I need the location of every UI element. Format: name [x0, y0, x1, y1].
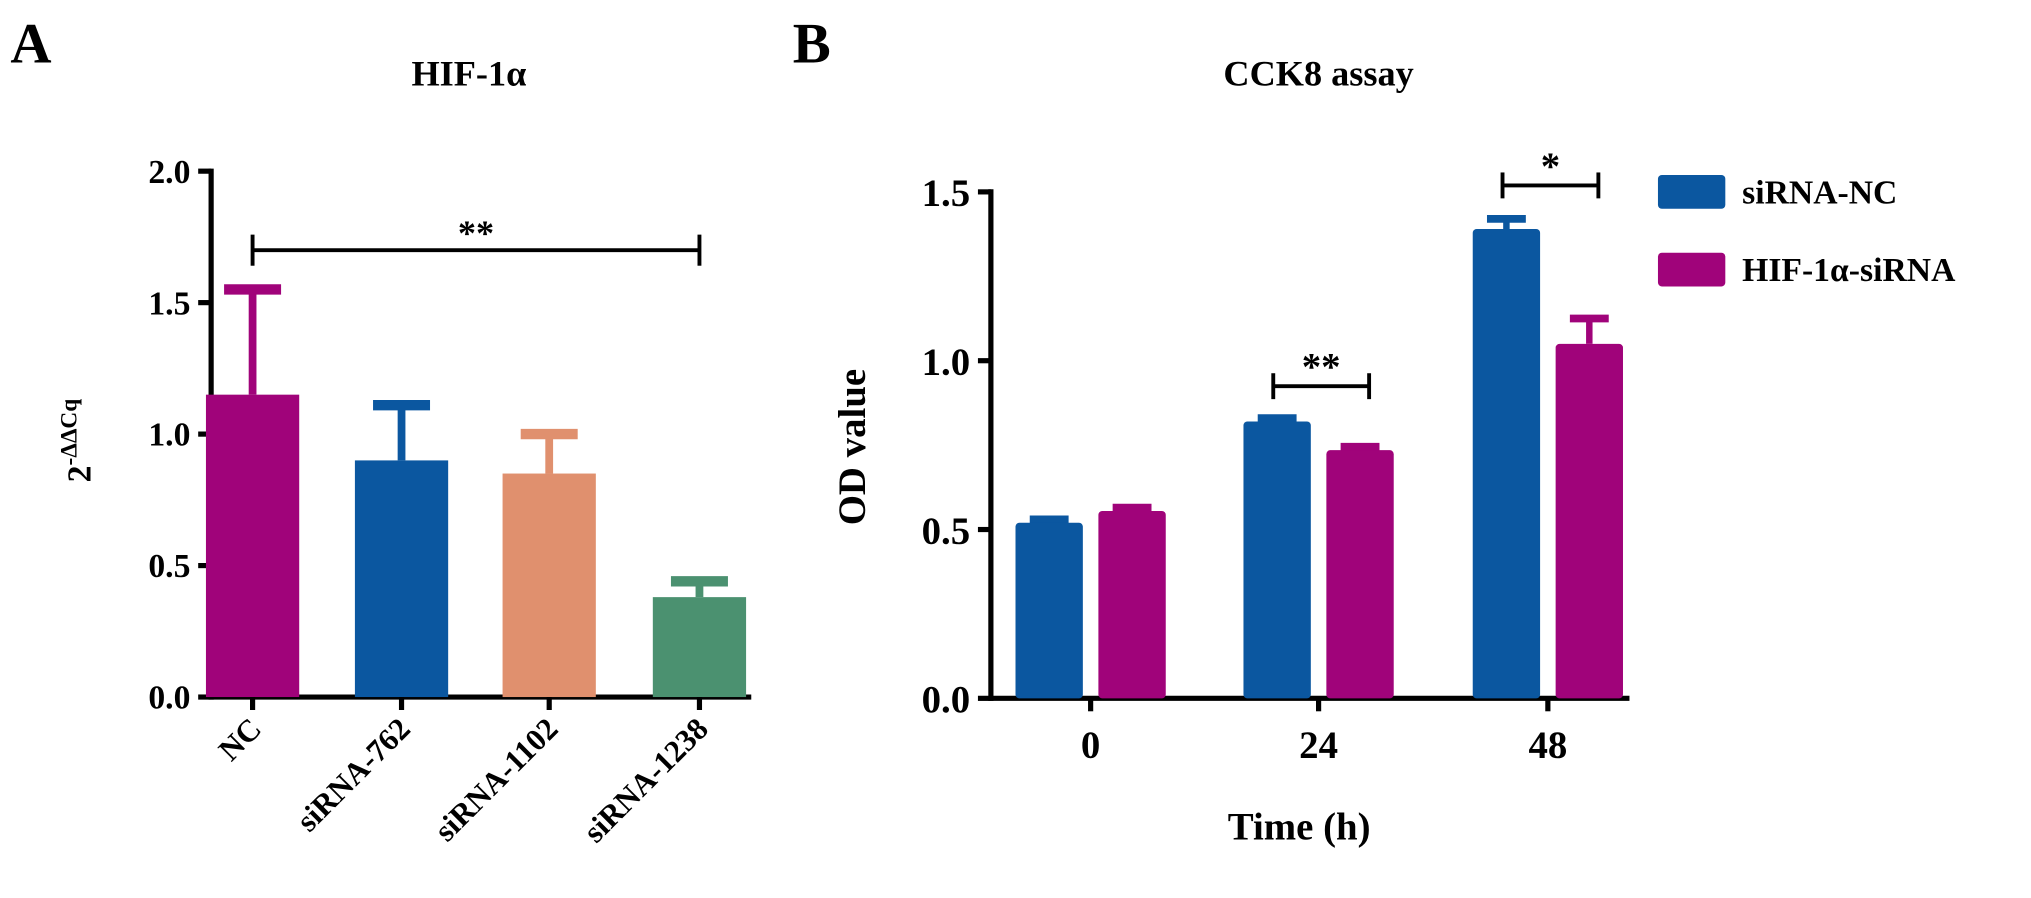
ylabel-base: 2: [62, 466, 99, 483]
bar-sirna-1238: [652, 597, 747, 698]
svg-text:2-ΔΔCq: 2-ΔΔCq: [56, 399, 98, 483]
y-tick-label: 0.0: [148, 680, 190, 717]
significance-label: **: [458, 213, 494, 253]
x-tick-label: siRNA-1102: [427, 711, 564, 848]
significance-label: *: [1541, 145, 1560, 188]
bar-sirna-1102: [502, 473, 596, 698]
chart-a-ylabel: 2-ΔΔCq: [56, 399, 98, 483]
bar-nc: [205, 394, 300, 698]
ylabel-exponent: -ΔΔCq: [56, 399, 82, 466]
x-tick-label: NC: [211, 711, 267, 767]
bar-sirna-nc-24h: [1243, 421, 1311, 699]
y-tick-label: 0.5: [148, 548, 190, 585]
y-tick-label: 1.0: [148, 417, 190, 454]
legend-label: HIF-1α-siRNA: [1742, 252, 1956, 289]
x-tick-label: siRNA-762: [290, 711, 417, 838]
y-tick-label: 2.0: [148, 154, 190, 191]
chart-b-xlabel: Time (h): [1228, 806, 1371, 849]
legend-label: siRNA-NC: [1742, 175, 1897, 212]
bar-sirna-nc-0h: [1015, 522, 1083, 699]
bar-hif-sirna-48h: [1555, 343, 1623, 699]
bar-hif-sirna-24h: [1326, 450, 1394, 699]
y-tick-label: 1.5: [148, 285, 190, 322]
legend-swatch-hif-sirna: [1657, 252, 1726, 287]
x-tick-label: 24: [1299, 724, 1338, 767]
x-tick-label: 0: [1081, 724, 1100, 767]
bar-hif-sirna-0h: [1098, 510, 1166, 699]
panel-label-a: A: [10, 12, 51, 75]
chart-b-ylabel: OD value: [831, 369, 874, 525]
y-tick-label: 1.5: [922, 172, 971, 215]
y-tick-label: 0.5: [922, 510, 971, 553]
chart-a: 0.0 0.5 1.0 1.5 2.0 NC siRNA-762 siRNA-1102 siRN…: [148, 154, 752, 849]
x-tick-label: 48: [1528, 724, 1567, 767]
significance-label: **: [1302, 346, 1341, 389]
chart-b-title: CCK8 assay: [1223, 54, 1413, 94]
bar-sirna-nc-48h: [1472, 229, 1541, 699]
x-tick-label: siRNA-1238: [576, 711, 714, 849]
chart-a-title: HIF-1α: [411, 54, 526, 94]
y-tick-label: 0.0: [922, 679, 971, 722]
legend-swatch-sirna-nc: [1657, 175, 1726, 209]
bar-sirna-762: [354, 460, 449, 698]
panel-label-b: B: [793, 12, 831, 75]
y-tick-label: 1.0: [922, 341, 971, 384]
